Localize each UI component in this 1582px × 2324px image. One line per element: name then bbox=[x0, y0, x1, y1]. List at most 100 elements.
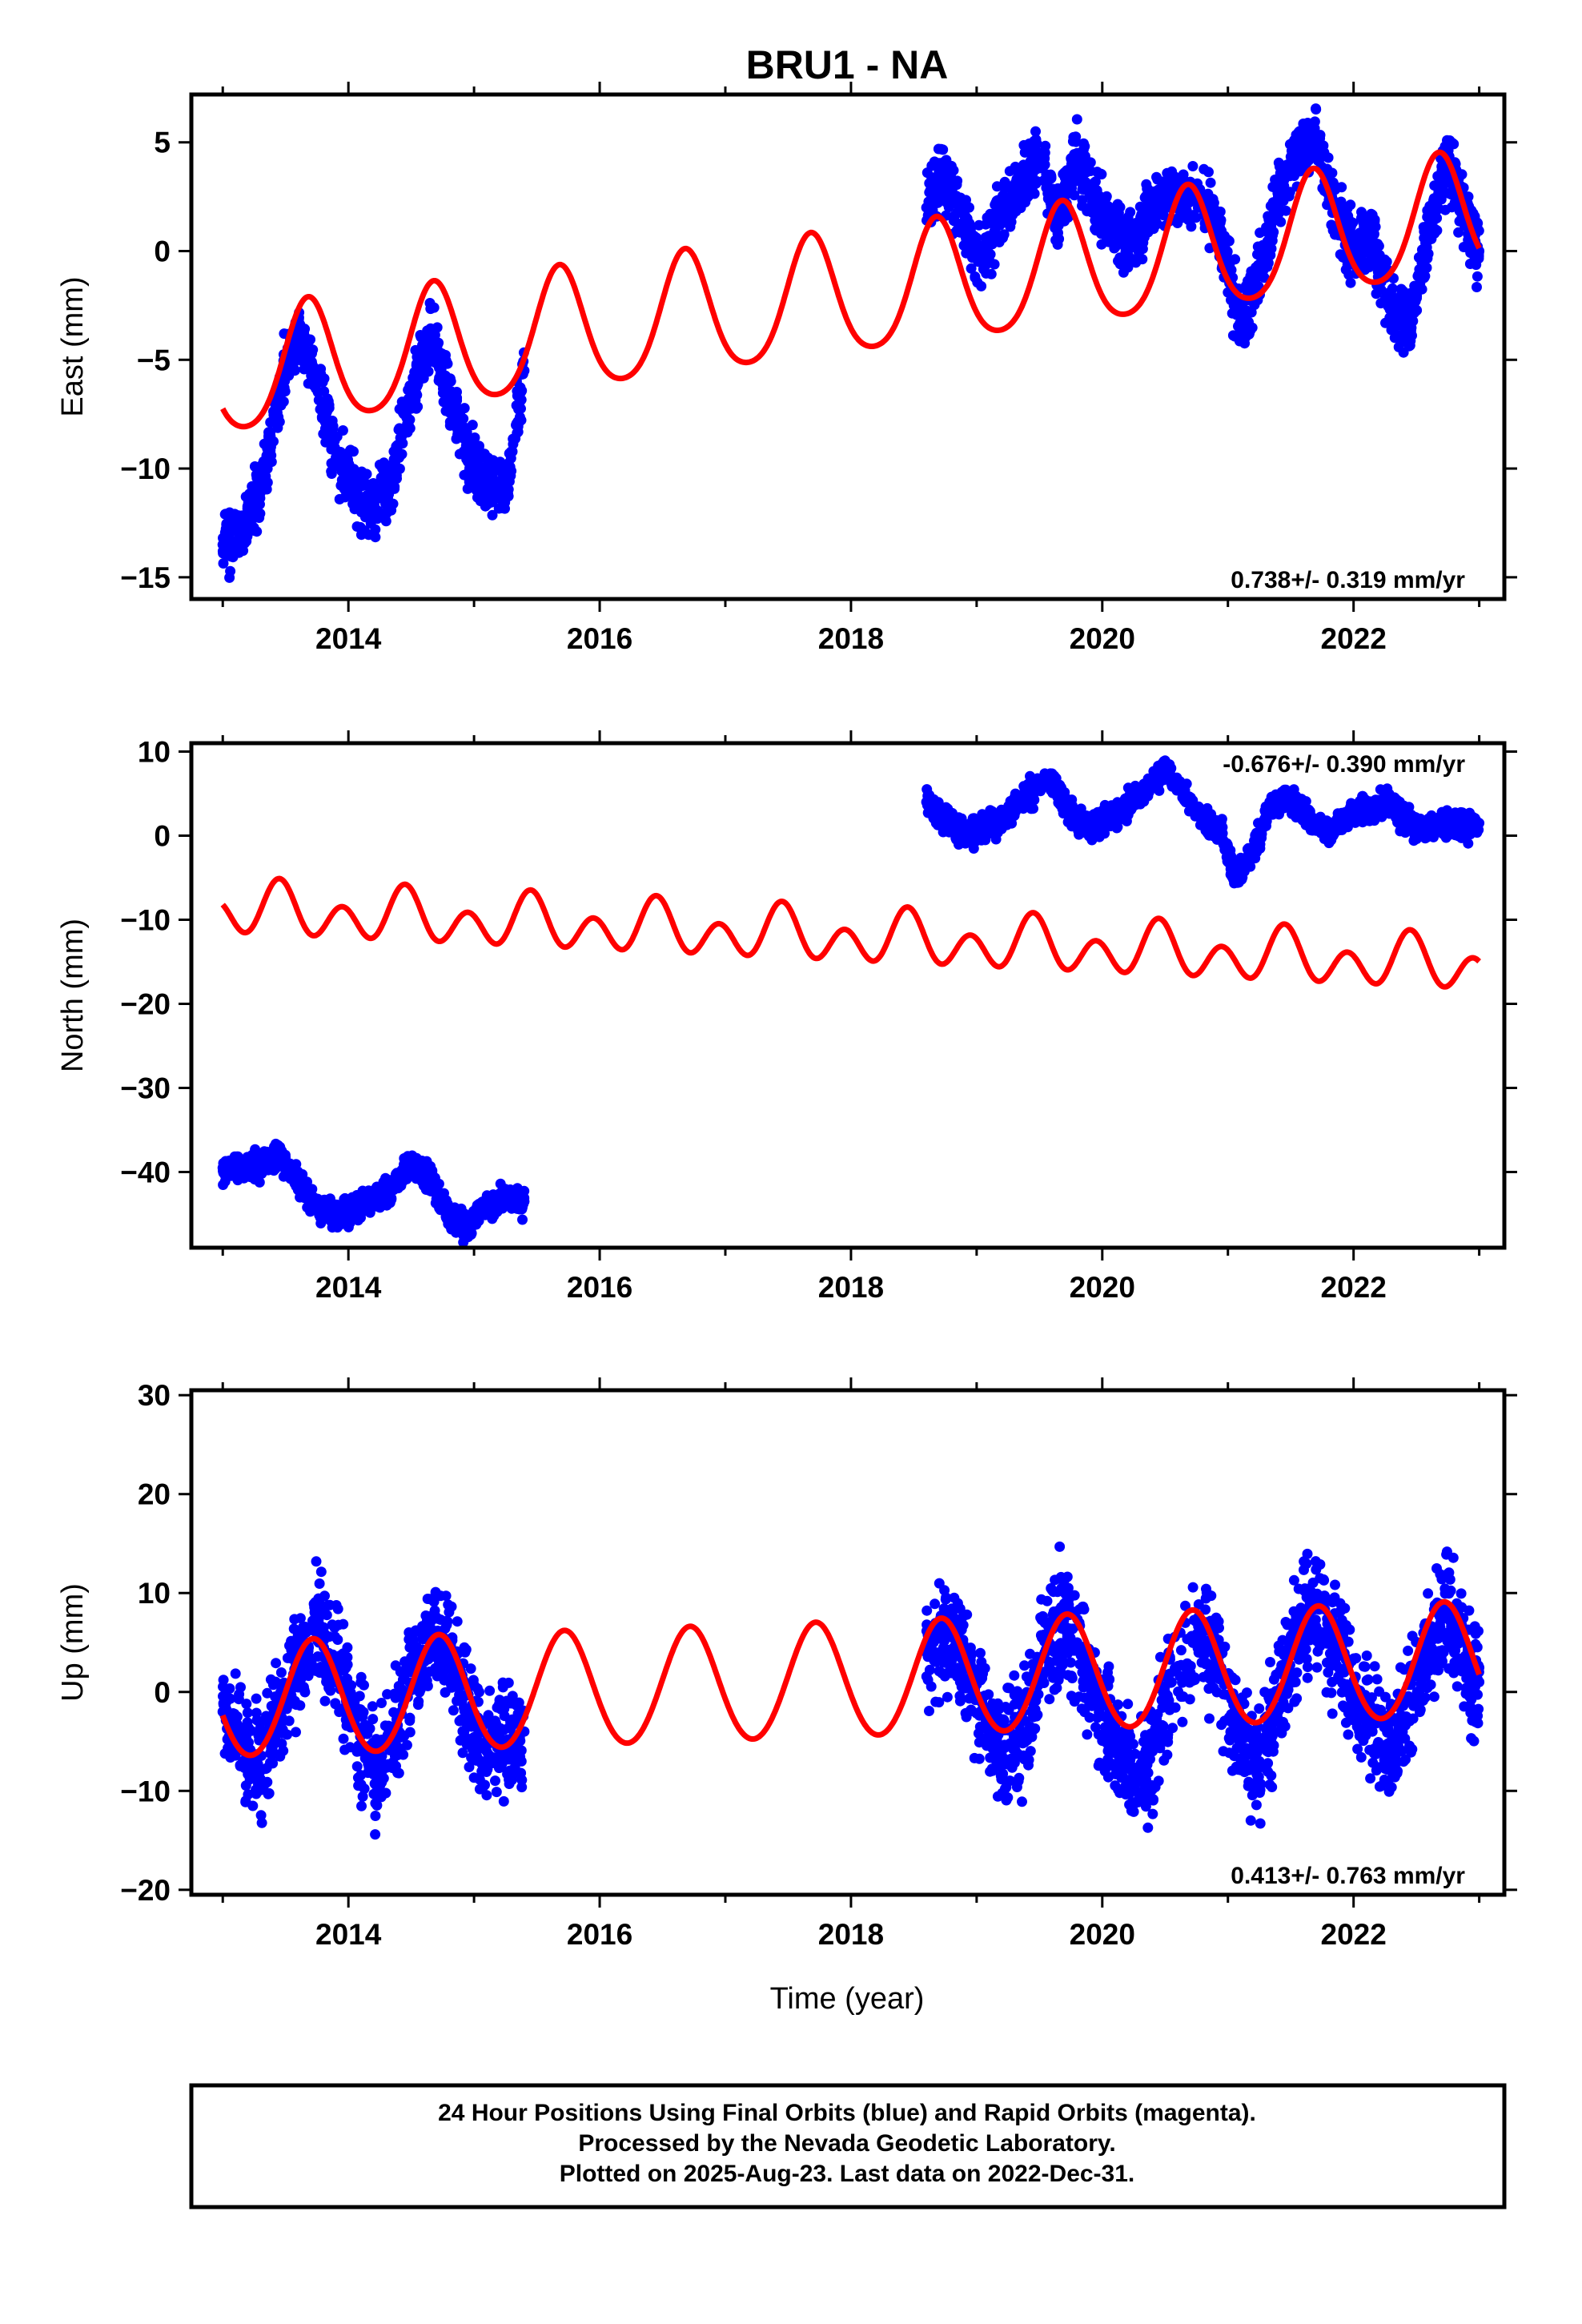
data-point bbox=[225, 565, 236, 577]
data-point bbox=[933, 191, 944, 202]
data-point bbox=[966, 263, 977, 274]
data-point bbox=[1330, 229, 1340, 240]
data-point bbox=[1110, 208, 1121, 219]
data-point bbox=[254, 1176, 265, 1188]
data-point bbox=[311, 1200, 323, 1211]
x-tick-label: 2022 bbox=[1321, 622, 1387, 655]
data-point bbox=[377, 1188, 388, 1199]
data-point bbox=[1089, 177, 1100, 188]
data-point bbox=[268, 436, 279, 447]
data-point bbox=[1369, 216, 1380, 227]
x-tick-label: 2018 bbox=[818, 622, 884, 655]
data-point bbox=[1151, 219, 1162, 230]
data-point bbox=[1029, 188, 1040, 199]
data-point bbox=[1453, 227, 1464, 238]
data-point bbox=[1186, 221, 1197, 232]
data-point bbox=[921, 202, 932, 213]
data-point bbox=[500, 503, 510, 514]
data-point bbox=[251, 526, 263, 537]
data-point bbox=[482, 485, 493, 497]
data-point bbox=[1342, 203, 1353, 215]
data-point bbox=[237, 538, 248, 549]
data-point bbox=[940, 170, 951, 180]
data-point bbox=[467, 420, 478, 431]
data-point bbox=[964, 202, 974, 213]
data-point bbox=[1273, 208, 1284, 219]
data-point bbox=[452, 395, 463, 406]
data-point bbox=[1276, 800, 1287, 811]
data-point bbox=[1404, 322, 1415, 333]
data-point bbox=[1006, 806, 1016, 816]
data-point bbox=[1215, 206, 1226, 217]
data-point bbox=[412, 401, 424, 412]
data-point bbox=[1291, 147, 1303, 159]
data-point bbox=[1096, 239, 1107, 250]
data-point bbox=[1074, 165, 1085, 176]
data-point bbox=[1019, 147, 1030, 158]
data-point bbox=[1446, 821, 1456, 832]
data-point bbox=[394, 463, 405, 474]
data-point bbox=[370, 532, 381, 543]
data-point bbox=[1386, 300, 1397, 311]
data-point bbox=[218, 558, 229, 569]
data-point bbox=[1120, 222, 1131, 233]
data-point bbox=[1147, 202, 1158, 213]
data-point bbox=[514, 412, 525, 423]
data-point bbox=[1439, 806, 1451, 818]
data-point bbox=[985, 249, 996, 260]
data-point bbox=[313, 395, 324, 406]
data-point bbox=[958, 223, 970, 235]
data-point bbox=[1015, 195, 1026, 206]
data-point bbox=[1470, 257, 1481, 268]
data-point bbox=[1309, 116, 1320, 127]
data-point bbox=[1386, 324, 1397, 336]
data-point bbox=[1205, 177, 1216, 188]
data-point bbox=[1054, 793, 1065, 803]
y-tick-label: −5 bbox=[137, 344, 171, 376]
data-point bbox=[960, 211, 971, 222]
data-point bbox=[339, 492, 351, 503]
data-point bbox=[281, 364, 292, 375]
data-point bbox=[481, 474, 492, 485]
data-point bbox=[1166, 781, 1178, 792]
data-point bbox=[1356, 207, 1367, 218]
y-tick-label: −15 bbox=[120, 561, 171, 594]
data-point bbox=[236, 529, 247, 539]
data-point bbox=[445, 376, 456, 387]
data-point bbox=[1249, 275, 1260, 287]
data-point bbox=[1240, 313, 1251, 324]
data-point bbox=[1114, 252, 1126, 263]
data-point bbox=[1419, 243, 1431, 255]
data-point bbox=[331, 431, 343, 442]
data-point bbox=[1472, 271, 1483, 282]
data-point bbox=[472, 1209, 483, 1220]
data-point bbox=[436, 355, 448, 366]
data-point bbox=[1395, 283, 1407, 295]
data-point bbox=[1367, 235, 1378, 246]
data-point bbox=[406, 387, 417, 398]
data-point bbox=[255, 1158, 266, 1169]
data-point bbox=[303, 378, 314, 389]
data-point bbox=[472, 1200, 483, 1211]
y-tick-label: −10 bbox=[120, 452, 171, 485]
data-point bbox=[307, 1184, 318, 1195]
data-point bbox=[313, 387, 324, 398]
data-point bbox=[1298, 127, 1309, 139]
data-point bbox=[1025, 770, 1035, 782]
data-point bbox=[952, 207, 963, 219]
data-point bbox=[1335, 249, 1346, 260]
data-point bbox=[387, 474, 398, 485]
data-point bbox=[1279, 180, 1290, 191]
data-point bbox=[1045, 184, 1056, 195]
data-point bbox=[1122, 211, 1134, 223]
data-point bbox=[280, 1166, 291, 1177]
data-point bbox=[1355, 253, 1366, 264]
data-point bbox=[1178, 169, 1189, 180]
x-tick-label: 2016 bbox=[567, 622, 632, 655]
data-point bbox=[425, 304, 436, 315]
data-point bbox=[1406, 301, 1417, 312]
data-point bbox=[1053, 213, 1064, 224]
data-point bbox=[395, 432, 406, 444]
data-point bbox=[1245, 325, 1256, 336]
